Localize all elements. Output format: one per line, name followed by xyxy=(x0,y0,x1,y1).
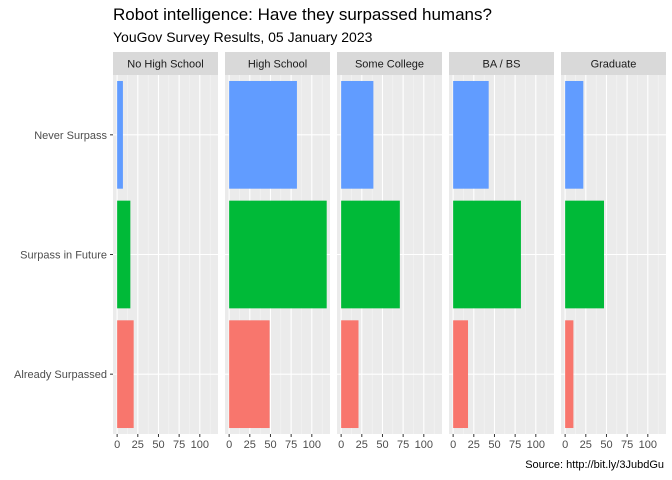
x-tick-label: 25 xyxy=(580,439,592,451)
x-tick-label: 75 xyxy=(621,439,633,451)
x-tick-label: 0 xyxy=(450,439,456,451)
x-tick-label: 0 xyxy=(114,439,120,451)
chart-caption: Source: http://bit.ly/3JubdGu xyxy=(525,459,664,471)
facet-label: No High School xyxy=(127,59,203,71)
bar xyxy=(565,320,574,429)
x-tick-label: 100 xyxy=(191,439,209,451)
x-tick-label: 25 xyxy=(132,439,144,451)
facet-strip xyxy=(449,52,554,75)
facet-strip xyxy=(561,52,666,75)
facet-label: Some College xyxy=(355,59,424,71)
bar xyxy=(565,80,584,189)
x-tick-label: 50 xyxy=(152,439,164,451)
x-tick-label: 75 xyxy=(397,439,409,451)
chart-subtitle: YouGov Survey Results, 05 January 2023 xyxy=(113,29,373,45)
bar xyxy=(117,320,134,429)
bar xyxy=(453,320,469,429)
bar xyxy=(229,200,327,309)
x-tick-label: 100 xyxy=(415,439,433,451)
x-tick-label: 0 xyxy=(338,439,344,451)
chart-title: Robot intelligence: Have they surpassed … xyxy=(113,5,492,24)
bar xyxy=(117,80,123,189)
bar xyxy=(341,80,374,189)
bar xyxy=(565,200,604,309)
x-tick-label: 25 xyxy=(468,439,480,451)
x-tick-label: 0 xyxy=(226,439,232,451)
bar xyxy=(229,320,270,429)
x-tick-label: 100 xyxy=(639,439,657,451)
x-tick-label: 0 xyxy=(562,439,568,451)
bar xyxy=(117,200,131,309)
facet-strip xyxy=(113,52,218,75)
y-tick-label: Never Surpass xyxy=(34,130,107,142)
x-tick-label: 25 xyxy=(356,439,368,451)
x-tick-label: 100 xyxy=(527,439,545,451)
bar xyxy=(453,200,521,309)
x-tick-label: 75 xyxy=(285,439,297,451)
x-tick-label: 50 xyxy=(264,439,276,451)
facet-label: Graduate xyxy=(591,59,637,71)
y-tick-label: Surpass in Future xyxy=(20,250,107,262)
y-tick-label: Already Surpassed xyxy=(14,369,107,381)
bar xyxy=(229,80,297,189)
facet-strip xyxy=(337,52,442,75)
x-tick-label: 50 xyxy=(488,439,500,451)
x-tick-label: 50 xyxy=(600,439,612,451)
bar xyxy=(341,320,359,429)
bar xyxy=(341,200,400,309)
x-tick-label: 75 xyxy=(173,439,185,451)
x-tick-label: 100 xyxy=(303,439,321,451)
x-tick-label: 25 xyxy=(244,439,256,451)
facet-strip xyxy=(225,52,330,75)
facet-label: BA / BS xyxy=(483,59,521,71)
x-tick-label: 50 xyxy=(376,439,388,451)
x-tick-label: 75 xyxy=(509,439,521,451)
facet-label: High School xyxy=(248,59,307,71)
bar xyxy=(453,80,489,189)
